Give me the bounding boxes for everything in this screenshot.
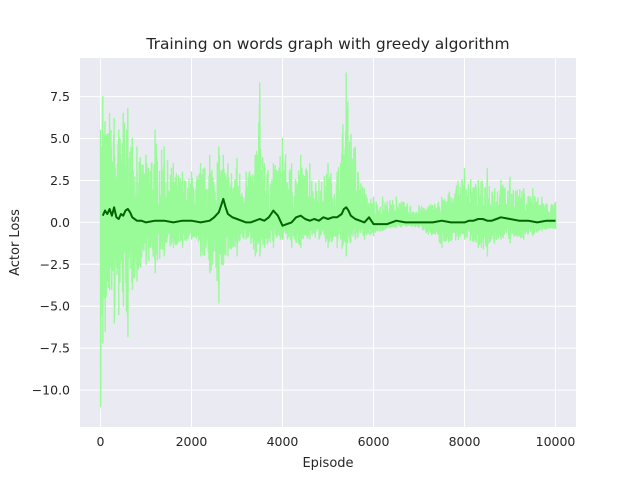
y-tick-label: 5.0 — [50, 131, 70, 146]
y-tick-label: 0.0 — [50, 215, 70, 230]
x-tick-label: 4000 — [267, 434, 299, 449]
y-tick-label: −5.0 — [40, 299, 70, 314]
y-axis-label: Actor Loss — [8, 209, 23, 276]
raw-loss-line — [99, 72, 557, 408]
series-layer — [99, 72, 557, 408]
tick-labels: 0 2000 4000 6000 8000 10000 −10.0 −7.5 −5.0 −2.5 0… — [32, 89, 576, 449]
x-tick-label: 10000 — [536, 434, 576, 449]
y-tick-label: 2.5 — [50, 173, 70, 188]
x-tick-label: 6000 — [358, 434, 390, 449]
x-tick-label: 0 — [97, 434, 105, 449]
y-tick-label: −7.5 — [40, 341, 70, 356]
x-tick-label: 2000 — [176, 434, 208, 449]
y-tick-label: −10.0 — [32, 383, 70, 398]
smoothed-loss-line — [101, 197, 556, 227]
x-tick-label: 8000 — [449, 434, 481, 449]
y-tick-label: −2.5 — [40, 257, 70, 272]
chart-title: Training on words graph with greedy algo… — [145, 35, 509, 53]
y-tick-label: 7.5 — [50, 89, 70, 104]
x-axis-label: Episode — [302, 456, 353, 471]
